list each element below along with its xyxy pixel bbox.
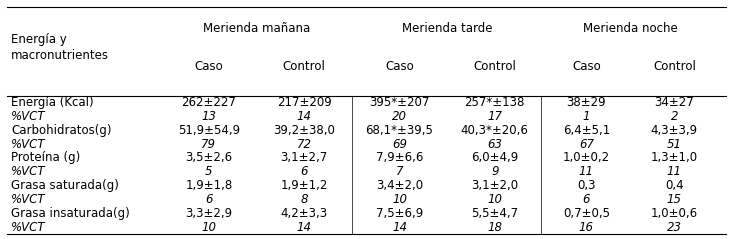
Text: 10: 10 <box>392 193 407 206</box>
Text: Merienda mañana: Merienda mañana <box>203 22 310 35</box>
Text: 63: 63 <box>487 138 502 151</box>
Text: Grasa saturada(g): Grasa saturada(g) <box>11 179 119 192</box>
Text: 6,0±4,9: 6,0±4,9 <box>471 152 518 164</box>
Text: 1,3±1,0: 1,3±1,0 <box>651 152 698 164</box>
Text: Grasa insaturada(g): Grasa insaturada(g) <box>11 207 130 220</box>
Text: 1,9±1,8: 1,9±1,8 <box>185 179 232 192</box>
Text: 395*±207: 395*±207 <box>369 96 430 109</box>
Text: 3,4±2,0: 3,4±2,0 <box>376 179 423 192</box>
Text: %VCT: %VCT <box>11 110 45 123</box>
Text: 14: 14 <box>392 221 407 234</box>
Text: Proteína (g): Proteína (g) <box>11 152 80 164</box>
Text: 18: 18 <box>487 221 502 234</box>
Text: 13: 13 <box>202 110 216 123</box>
Text: Control: Control <box>283 60 325 73</box>
Text: 11: 11 <box>579 165 594 178</box>
Text: 0,4: 0,4 <box>665 179 684 192</box>
Text: 6: 6 <box>583 193 590 206</box>
Text: 15: 15 <box>667 193 682 206</box>
Text: 1: 1 <box>583 110 590 123</box>
Text: 79: 79 <box>202 138 216 151</box>
Text: 4,2±3,3: 4,2±3,3 <box>281 207 328 220</box>
Text: 5: 5 <box>205 165 213 178</box>
Text: 17: 17 <box>487 110 502 123</box>
Text: Control: Control <box>653 60 696 73</box>
Text: 3,1±2,7: 3,1±2,7 <box>281 152 328 164</box>
Text: Energía y
macronutrientes: Energía y macronutrientes <box>11 33 109 62</box>
Text: 10: 10 <box>487 193 502 206</box>
Text: 1,9±1,2: 1,9±1,2 <box>281 179 328 192</box>
Text: 67: 67 <box>579 138 594 151</box>
Text: 0,3: 0,3 <box>577 179 596 192</box>
Text: 14: 14 <box>297 110 312 123</box>
Text: Energía (Kcal): Energía (Kcal) <box>11 96 94 109</box>
Text: 16: 16 <box>579 221 594 234</box>
Text: 217±209: 217±209 <box>277 96 331 109</box>
Text: 7: 7 <box>396 165 403 178</box>
Text: 1,0±0,2: 1,0±0,2 <box>563 152 610 164</box>
Text: 51: 51 <box>667 138 682 151</box>
Text: Control: Control <box>474 60 516 73</box>
Text: 14: 14 <box>297 221 312 234</box>
Text: 2: 2 <box>671 110 678 123</box>
Text: Caso: Caso <box>385 60 414 73</box>
Text: 34±27: 34±27 <box>655 96 694 109</box>
Text: 10: 10 <box>202 221 216 234</box>
Text: 68,1*±39,5: 68,1*±39,5 <box>366 124 433 137</box>
Text: 7,5±6,9: 7,5±6,9 <box>376 207 423 220</box>
Text: 8: 8 <box>301 193 308 206</box>
Text: 39,2±38,0: 39,2±38,0 <box>273 124 335 137</box>
Text: %VCT: %VCT <box>11 138 45 151</box>
Text: %VCT: %VCT <box>11 193 45 206</box>
Text: 72: 72 <box>297 138 312 151</box>
Text: 1,0±0,6: 1,0±0,6 <box>651 207 698 220</box>
Text: 6: 6 <box>301 165 308 178</box>
Text: 3,3±2,9: 3,3±2,9 <box>185 207 232 220</box>
Text: Merienda tarde: Merienda tarde <box>402 22 493 35</box>
Text: 6: 6 <box>205 193 213 206</box>
Text: 51,9±54,9: 51,9±54,9 <box>178 124 240 137</box>
Text: 23: 23 <box>667 221 682 234</box>
Text: 11: 11 <box>667 165 682 178</box>
Text: 4,3±3,9: 4,3±3,9 <box>651 124 698 137</box>
Text: 6,4±5,1: 6,4±5,1 <box>563 124 610 137</box>
Text: 69: 69 <box>392 138 407 151</box>
Text: 40,3*±20,6: 40,3*±20,6 <box>461 124 528 137</box>
Text: 9: 9 <box>491 165 498 178</box>
Text: 20: 20 <box>392 110 407 123</box>
Text: 3,5±2,6: 3,5±2,6 <box>185 152 232 164</box>
Text: %VCT: %VCT <box>11 221 45 234</box>
Text: 5,5±4,7: 5,5±4,7 <box>471 207 518 220</box>
Text: Caso: Caso <box>572 60 601 73</box>
Text: 257*±138: 257*±138 <box>465 96 525 109</box>
Text: Caso: Caso <box>194 60 224 73</box>
Text: Carbohidratos(g): Carbohidratos(g) <box>11 124 111 137</box>
Text: 38±29: 38±29 <box>567 96 606 109</box>
Text: 7,9±6,6: 7,9±6,6 <box>376 152 423 164</box>
Text: 262±227: 262±227 <box>182 96 236 109</box>
Text: 0,7±0,5: 0,7±0,5 <box>563 207 610 220</box>
Text: 3,1±2,0: 3,1±2,0 <box>471 179 518 192</box>
Text: Merienda noche: Merienda noche <box>583 22 678 35</box>
Text: %VCT: %VCT <box>11 165 45 178</box>
